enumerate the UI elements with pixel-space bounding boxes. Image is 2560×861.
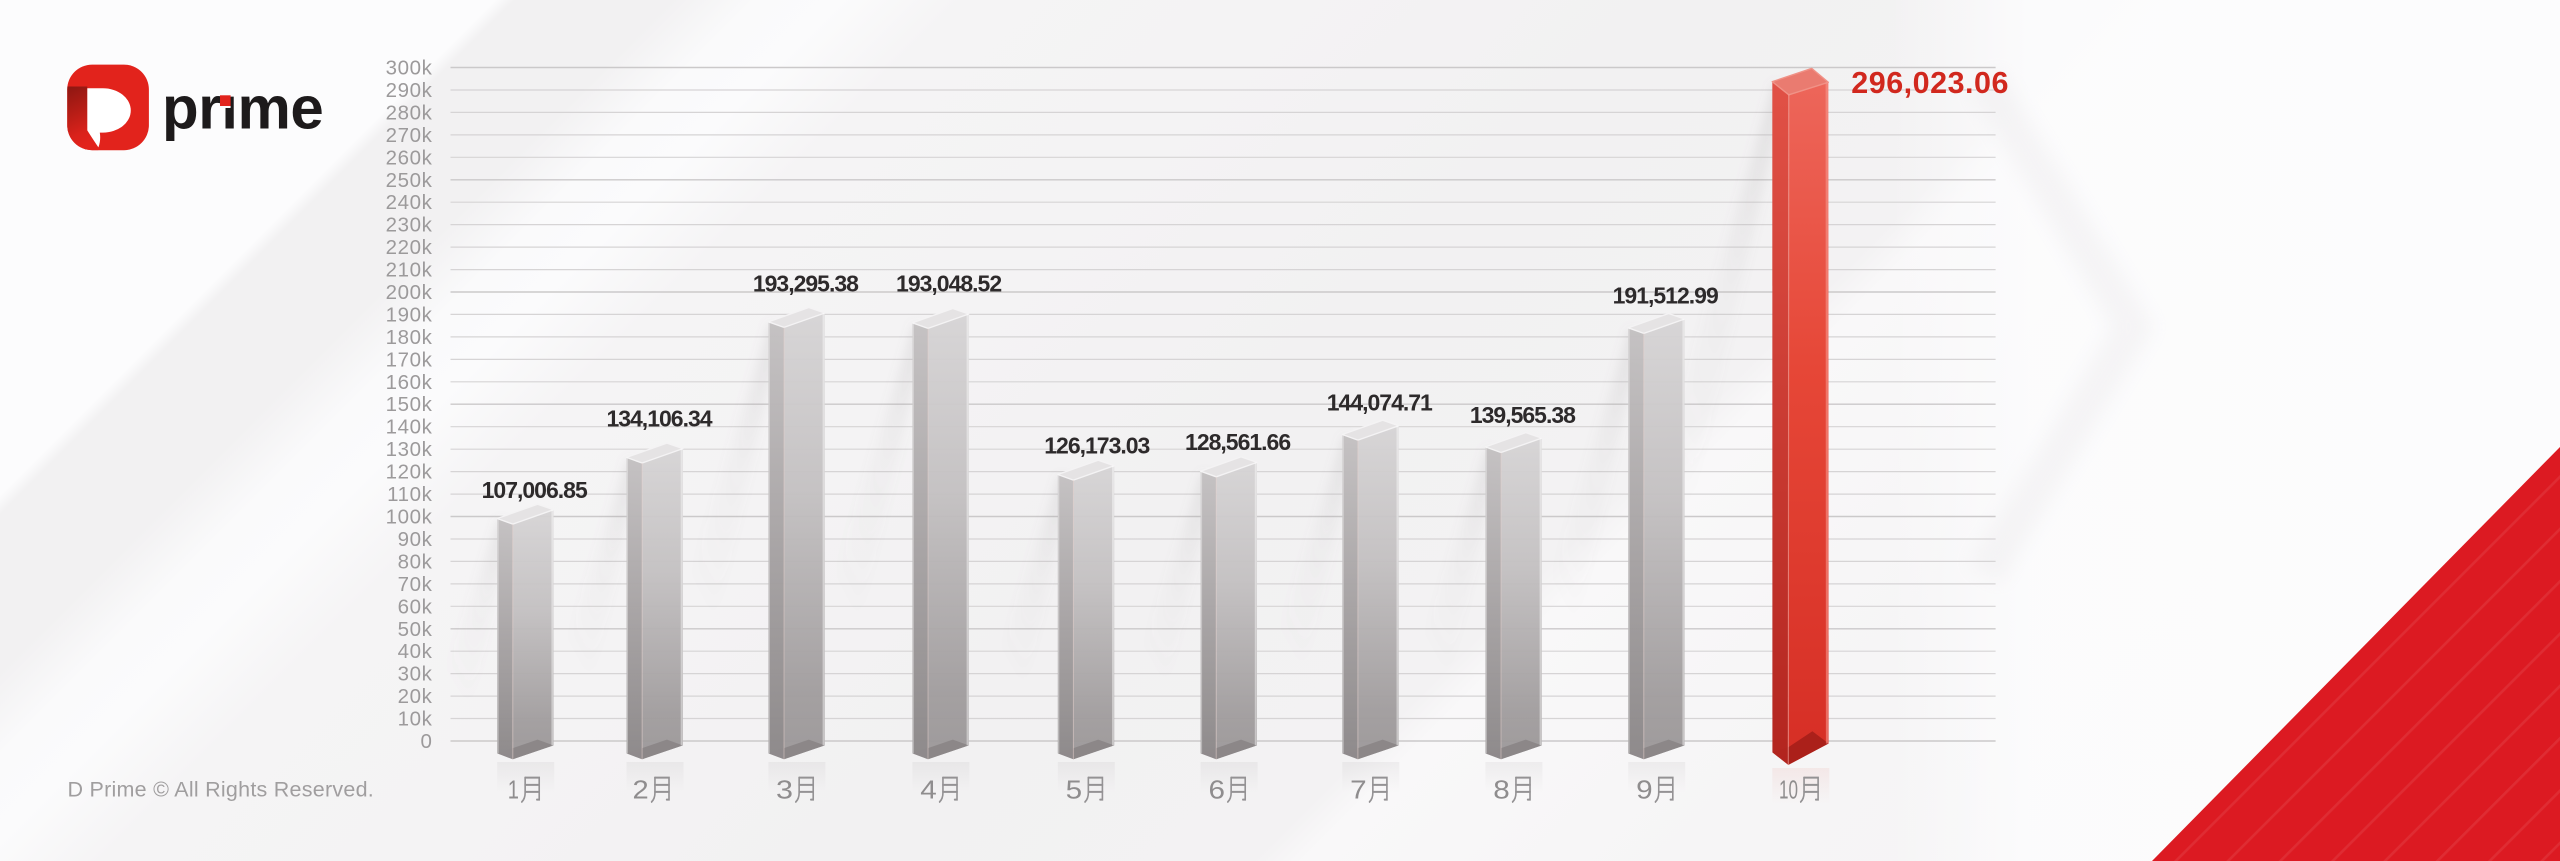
svg-text:230k: 230k <box>386 214 433 237</box>
svg-text:126,173.03: 126,173.03 <box>1044 432 1149 458</box>
svg-text:10k: 10k <box>398 708 433 731</box>
svg-text:30k: 30k <box>398 663 433 686</box>
svg-text:160k: 160k <box>386 371 433 394</box>
svg-text:3: 3 <box>776 777 793 805</box>
svg-text:90k: 90k <box>398 528 433 551</box>
svg-text:134,106.34: 134,106.34 <box>606 406 712 432</box>
svg-text:150k: 150k <box>386 393 433 416</box>
svg-text:300k: 300k <box>386 57 433 80</box>
svg-text:6: 6 <box>1209 777 1226 805</box>
svg-text:100k: 100k <box>386 506 433 529</box>
svg-text:210k: 210k <box>386 259 433 282</box>
svg-text:200k: 200k <box>386 281 433 304</box>
svg-text:240k: 240k <box>386 191 433 214</box>
svg-text:139,565.38: 139,565.38 <box>1470 402 1576 428</box>
svg-text:70k: 70k <box>398 573 433 596</box>
svg-text:130k: 130k <box>386 438 433 461</box>
svg-text:190k: 190k <box>386 303 433 326</box>
svg-text:193,048.52: 193,048.52 <box>896 270 1001 296</box>
svg-text:10: 10 <box>1779 777 1798 805</box>
svg-text:120k: 120k <box>386 461 433 484</box>
svg-text:1: 1 <box>508 777 519 805</box>
svg-text:8: 8 <box>1493 777 1510 805</box>
svg-text:4: 4 <box>920 777 937 805</box>
svg-text:260k: 260k <box>386 146 433 169</box>
svg-text:50k: 50k <box>398 618 433 641</box>
svg-text:5: 5 <box>1066 777 1083 805</box>
svg-text:296,023.06: 296,023.06 <box>1851 66 2009 100</box>
svg-text:20k: 20k <box>398 685 433 708</box>
svg-text:191,512.99: 191,512.99 <box>1613 283 1718 309</box>
svg-text:40k: 40k <box>398 640 433 663</box>
svg-text:2: 2 <box>633 777 649 805</box>
svg-text:144,074.71: 144,074.71 <box>1327 390 1433 416</box>
svg-text:180k: 180k <box>386 326 433 349</box>
svg-text:80k: 80k <box>398 550 433 573</box>
svg-text:9: 9 <box>1636 777 1653 805</box>
svg-text:250k: 250k <box>386 169 433 192</box>
svg-text:280k: 280k <box>386 101 433 124</box>
svg-text:60k: 60k <box>398 595 433 618</box>
svg-text:128,561.66: 128,561.66 <box>1185 429 1290 455</box>
svg-text:prıme: prıme <box>162 74 323 141</box>
svg-text:220k: 220k <box>386 236 433 259</box>
svg-text:D Prime © All Rights Reserved.: D Prime © All Rights Reserved. <box>68 778 375 802</box>
svg-text:170k: 170k <box>386 348 433 371</box>
svg-text:7: 7 <box>1350 777 1367 805</box>
svg-text:270k: 270k <box>386 124 433 147</box>
svg-text:107,006.85: 107,006.85 <box>482 477 588 503</box>
svg-text:290k: 290k <box>386 79 433 102</box>
svg-text:140k: 140k <box>386 416 433 439</box>
svg-text:110k: 110k <box>387 483 432 506</box>
svg-text:193,295.38: 193,295.38 <box>753 270 859 296</box>
